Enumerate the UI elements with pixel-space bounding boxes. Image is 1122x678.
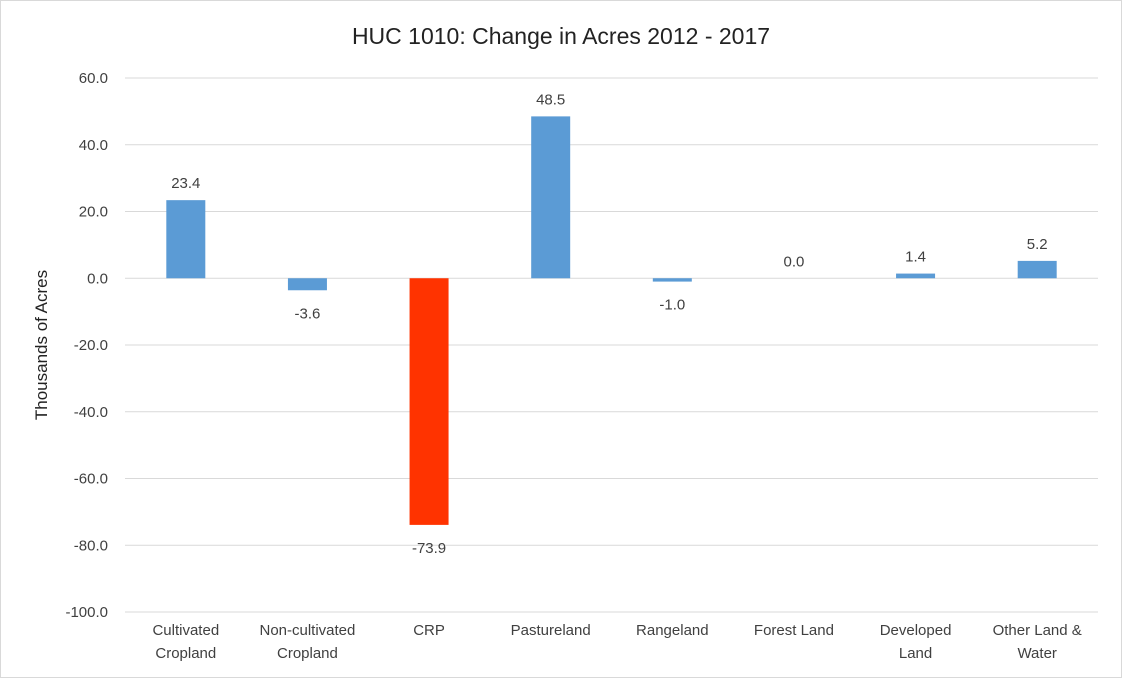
data-label: 48.5	[536, 91, 565, 108]
bars	[166, 116, 1057, 525]
data-label: 1.4	[905, 249, 926, 266]
x-tick-label: Cultivated	[152, 622, 219, 639]
bar	[287, 278, 327, 291]
y-tick-label: -100.0	[65, 604, 108, 621]
x-tick-label: Forest Land	[754, 622, 834, 639]
x-tick-label: Other Land &	[993, 622, 1082, 639]
y-tick-label: -20.0	[74, 337, 108, 354]
x-axis-categories: Cultivated Cropland Non-cultivated Cropland…	[152, 622, 1081, 662]
x-tick-label: Land	[899, 645, 932, 662]
bar	[409, 278, 449, 525]
x-tick-label: Rangeland	[636, 622, 709, 639]
x-tick-label: Pastureland	[511, 622, 591, 639]
y-tick-label: -40.0	[74, 404, 108, 421]
x-tick-label: Water	[1017, 645, 1056, 662]
data-label: 23.4	[171, 175, 200, 192]
y-axis-label: Thousands of Acres	[32, 270, 51, 420]
bar	[531, 116, 571, 279]
y-tick-label: -80.0	[74, 537, 108, 554]
bar	[896, 273, 936, 279]
bar	[1017, 260, 1057, 279]
bar	[166, 200, 206, 279]
x-tick-label: Non-cultivated	[259, 622, 355, 639]
y-tick-label: 20.0	[79, 204, 108, 221]
y-tick-label: 60.0	[79, 70, 108, 87]
x-tick-label: CRP	[413, 622, 445, 639]
x-tick-label: Cropland	[277, 645, 338, 662]
y-tick-label: -60.0	[74, 471, 108, 488]
y-axis-ticks: 60.0 40.0 20.0 0.0 -20.0 -40.0 -60.0 -80.0 -100.…	[65, 70, 108, 621]
gridlines	[125, 77, 1098, 613]
data-label: -1.0	[659, 297, 685, 314]
x-tick-label: Developed	[880, 622, 952, 639]
x-tick-label: Cropland	[155, 645, 216, 662]
chart-title: HUC 1010: Change in Acres 2012 - 2017	[352, 23, 770, 49]
data-label: 5.2	[1027, 236, 1048, 253]
y-tick-label: 40.0	[79, 137, 108, 154]
data-label: -73.9	[412, 540, 446, 557]
data-label: -3.6	[295, 305, 321, 322]
y-tick-label: 0.0	[87, 270, 108, 287]
bar	[652, 278, 692, 282]
data-label: 0.0	[784, 253, 805, 270]
data-labels: 23.4 -3.6 -73.9 48.5 -1.0 0.0 1.4 5.2	[171, 91, 1047, 557]
